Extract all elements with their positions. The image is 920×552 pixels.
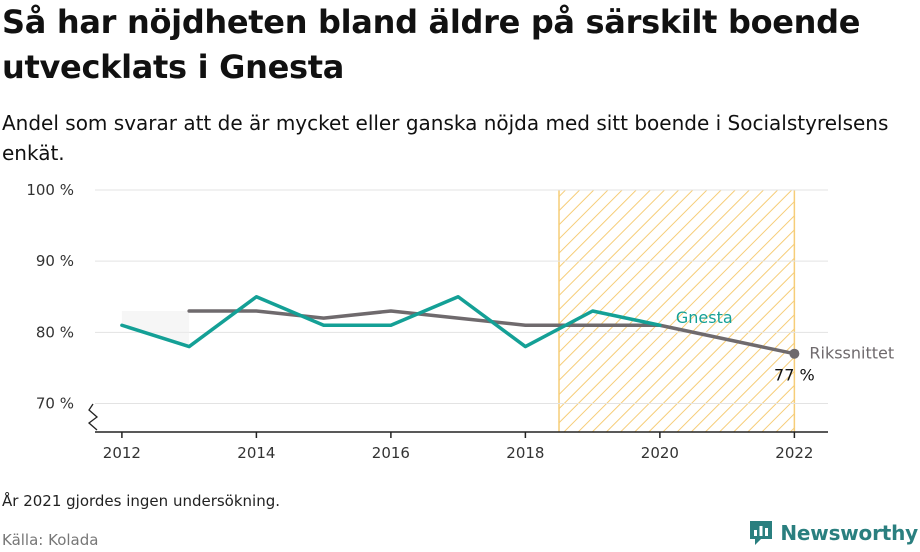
axis-break-marker bbox=[87, 403, 99, 431]
gnesta-line bbox=[120, 295, 662, 349]
y-tick-label: 70 % bbox=[36, 395, 74, 413]
y-tick-label: 80 % bbox=[36, 323, 74, 341]
bar-chart-logo-icon bbox=[750, 521, 773, 545]
brand-name: Newsworthy bbox=[780, 521, 918, 545]
x-tick-label: 2018 bbox=[506, 444, 544, 462]
rikssnittet-end-point bbox=[789, 348, 800, 359]
end-value-label: 77 % bbox=[774, 366, 815, 385]
rikssnittet-series-label: Rikssnittet bbox=[809, 344, 894, 363]
x-tick-label: 2022 bbox=[775, 444, 813, 462]
rikssnittet-line bbox=[187, 309, 797, 356]
chart-subtitle: Andel som svarar att de är mycket eller … bbox=[2, 111, 889, 165]
footnote: År 2021 gjordes ingen undersökning. bbox=[2, 492, 281, 510]
x-tick-label: 2016 bbox=[372, 444, 410, 462]
newsworthy-logo[interactable]: Newsworthy bbox=[748, 519, 918, 547]
gnesta-series-label: Gnesta bbox=[676, 308, 733, 327]
x-tick-label: 2020 bbox=[641, 444, 679, 462]
area-gap-fill bbox=[121, 311, 190, 347]
line-chart: 70 % 80 % 90 % 100 % 2012 2014 2016 2018 2020 202… bbox=[26, 181, 894, 462]
source-credit: Källa: Kolada bbox=[2, 531, 99, 549]
chart-title: Så har nöjdheten bland äldre på särskilt… bbox=[2, 3, 861, 86]
y-tick-label: 90 % bbox=[36, 252, 74, 270]
x-tick-label: 2014 bbox=[237, 444, 275, 462]
x-tick-label: 2012 bbox=[103, 444, 141, 462]
y-tick-label: 100 % bbox=[26, 181, 74, 199]
